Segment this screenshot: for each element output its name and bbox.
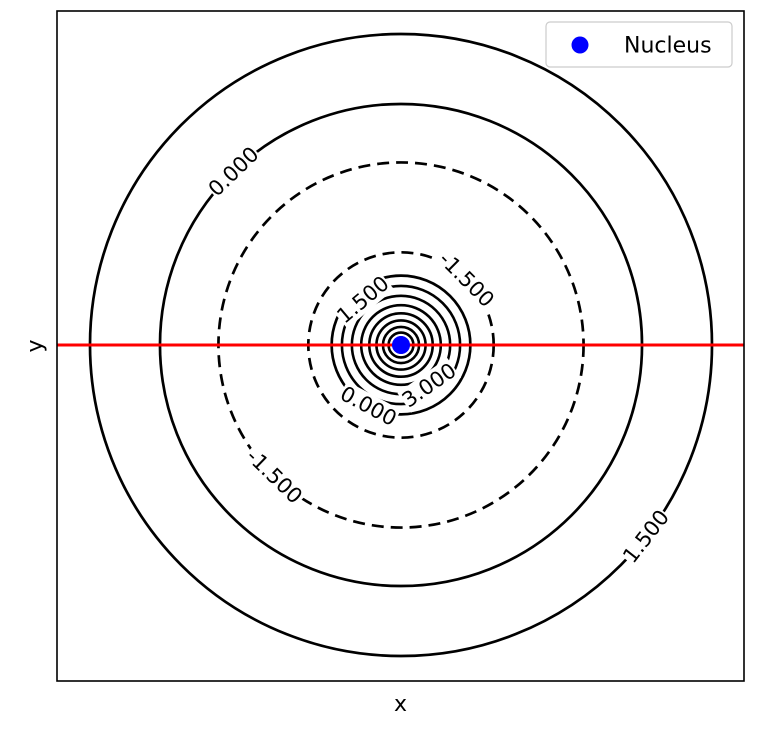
contour-label-group: 1.500 [617, 505, 675, 568]
contour-label-gap [617, 505, 675, 568]
legend: Nucleus [545, 21, 733, 68]
legend-marker-nucleus [571, 36, 589, 54]
contour-label-group: 0.000 [203, 141, 264, 202]
contour-label-group: 3.000 [397, 357, 462, 413]
legend-label-nucleus: Nucleus [624, 34, 712, 59]
contour-label: 0.000 [204, 142, 264, 201]
x-axis-label: x [394, 692, 407, 717]
plot-frame [56, 10, 745, 682]
contour-label: -1.500 [242, 444, 307, 508]
contour-label: 0.000 [336, 381, 400, 430]
legend-box [545, 21, 733, 68]
contour-label-group: 0.000 [335, 381, 401, 432]
contour-label-gap [335, 381, 401, 432]
nucleus-point [392, 336, 410, 354]
contour-label: 1.500 [618, 505, 674, 567]
contour-label-group: -1.500 [239, 442, 309, 510]
contour-label: 3.000 [398, 358, 461, 412]
contour-label: -1.500 [434, 247, 499, 312]
contour-label-gap [239, 442, 309, 510]
contour-label-gap [331, 270, 395, 329]
contour-label-gap [397, 357, 462, 413]
contour-label-gap [432, 245, 501, 314]
nucleus-group [392, 336, 410, 354]
y-axis-label: y [23, 339, 48, 352]
contour-label-gap [203, 141, 264, 202]
